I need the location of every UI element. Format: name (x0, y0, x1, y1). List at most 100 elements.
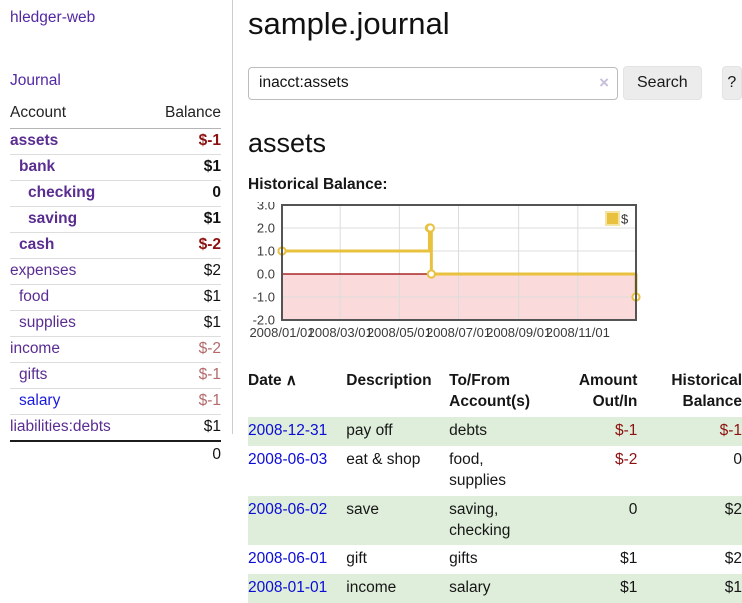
legend-label: $ (621, 212, 629, 227)
x-tick-label: 2008/09/01 (486, 325, 551, 340)
transaction-amount: $1 (620, 550, 638, 568)
transaction-balance: 0 (733, 450, 742, 468)
account-row: supplies $1 (10, 311, 221, 337)
historical-balance-chart: 3.0 2.0 1.0 0.0 -1.0 -2.0 2008/01/01 2008/03/01… (248, 198, 742, 347)
y-tick-label: -2.0 (253, 313, 275, 328)
account-row: expenses $2 (10, 259, 221, 285)
transaction-balance: $2 (724, 500, 742, 518)
x-tick-label: 2008/01/01 (249, 325, 314, 340)
search-button[interactable]: Search (623, 66, 702, 100)
col-header-balance: Historical Balance (671, 372, 742, 410)
sort-asc-icon: ∧ (285, 372, 297, 389)
transaction-balance: $1 (724, 579, 742, 597)
transaction-description: eat & shop (346, 450, 421, 468)
y-tick-label: 3.0 (257, 202, 275, 213)
y-tick-label: 1.0 (257, 244, 275, 259)
plot-border (281, 204, 637, 321)
account-heading: assets (248, 128, 327, 158)
main-content: sample.journal × Search ? assets Histori… (234, 0, 742, 603)
account-link[interactable]: assets (10, 132, 59, 149)
transaction-amount: 0 (628, 500, 638, 518)
y-tick-label: -1.0 (253, 290, 275, 305)
account-link[interactable]: bank (19, 158, 56, 175)
y-tick-label: 2.0 (257, 221, 275, 236)
transaction-accounts: food, supplies (449, 450, 507, 489)
account-tree: assets $-1 bank $1 checking 0 saving $1 cash $-2 e… (10, 129, 221, 441)
transaction-balance: $2 (724, 550, 742, 568)
clear-search-icon[interactable]: × (599, 72, 609, 92)
account-row: cash $-2 (10, 233, 221, 259)
account-balance: $1 (203, 288, 221, 305)
transaction-description: income (346, 579, 397, 597)
transaction-accounts: saving, checking (449, 500, 511, 539)
transaction-date-link[interactable]: 2008-06-02 (248, 500, 328, 518)
account-link[interactable]: salary (19, 392, 61, 409)
account-balance: $1 (203, 418, 221, 435)
account-row: gifts $-1 (10, 363, 221, 389)
register-row: 2008-06-02 save saving, checking 0 $2 (248, 495, 742, 546)
account-row: bank $1 (10, 155, 221, 181)
account-balance: 0 (212, 184, 221, 201)
transaction-balance: $-1 (719, 421, 742, 439)
col-header-description: Description (346, 372, 432, 389)
accounts-table-header: Account Balance (10, 102, 221, 129)
account-row: food $1 (10, 285, 221, 311)
transaction-date-link[interactable]: 2008-12-31 (248, 421, 328, 439)
transaction-accounts: debts (449, 421, 488, 439)
account-link[interactable]: saving (28, 210, 78, 227)
transaction-date-link[interactable]: 2008-06-01 (248, 550, 328, 568)
legend-swatch (605, 211, 620, 226)
accounts-table: Account Balance assets $-1 bank $1 checking 0… (10, 102, 221, 468)
col-header-amount: Amount Out/In (578, 372, 638, 410)
account-link[interactable]: income (10, 340, 60, 357)
account-row: liabilities:debts $1 (10, 415, 221, 441)
transaction-description: save (346, 500, 380, 518)
data-point-marker (426, 269, 436, 279)
transaction-accounts: gifts (449, 550, 478, 568)
account-balance: $-1 (198, 392, 221, 409)
app-title-link[interactable]: hledger-web (10, 9, 96, 26)
col-header-date[interactable]: Date ∧ (248, 367, 346, 417)
date-header-label: Date (248, 372, 282, 389)
account-row: checking 0 (10, 181, 221, 207)
transaction-description: gift (346, 550, 367, 568)
accounts-header-balance: Balance (164, 104, 221, 121)
account-balance: $-1 (198, 132, 221, 149)
register-table: Date ∧ Description To/From Account(s) Amo… (248, 367, 742, 603)
help-button[interactable]: ? (721, 66, 742, 100)
balance-chart-svg: 3.0 2.0 1.0 0.0 -1.0 -2.02008/01/012008/03/01… (249, 198, 641, 340)
search-row: × Search ? (248, 66, 742, 100)
sidebar-item-journal[interactable]: Journal (10, 72, 61, 89)
register-row: 2008-12-31 pay off debts $-1 $-1 (248, 416, 742, 446)
account-row: saving $1 (10, 207, 221, 233)
account-balance: $2 (203, 262, 221, 279)
transaction-amount: $-1 (614, 421, 638, 439)
sidebar: hledger-web Journal Account Balance asse… (0, 0, 233, 463)
account-link[interactable]: food (19, 288, 50, 305)
register-row: 2008-06-03 eat & shop food, supplies $-2 0 (248, 446, 742, 496)
account-link[interactable]: gifts (19, 366, 48, 383)
account-row: assets $-1 (10, 129, 221, 155)
transaction-date-link[interactable]: 2008-06-03 (248, 450, 328, 468)
transaction-description: pay off (346, 421, 393, 439)
account-link[interactable]: expenses (10, 262, 77, 279)
x-tick-label: 2008/03/01 (308, 325, 373, 340)
col-header-accounts: To/From Account(s) (449, 372, 531, 410)
account-link[interactable]: cash (19, 236, 55, 253)
accounts-total-row: 0 (10, 440, 221, 468)
chart-title: Historical Balance: (248, 176, 388, 193)
data-point-marker (425, 223, 435, 233)
account-balance: $-2 (198, 340, 221, 357)
search-input[interactable] (248, 66, 618, 100)
register-header-row: Date ∧ Description To/From Account(s) Amo… (248, 367, 742, 417)
register-row: 2008-06-01 gift gifts $1 $2 (248, 545, 742, 574)
accounts-total-value: 0 (212, 446, 221, 463)
transaction-amount: $1 (620, 579, 638, 597)
x-tick-label: 2008/07/01 (426, 325, 491, 340)
account-link[interactable]: checking (28, 184, 96, 201)
transaction-accounts: salary (449, 579, 491, 597)
account-link[interactable]: liabilities:debts (10, 418, 111, 435)
account-row: income $-2 (10, 337, 221, 363)
account-link[interactable]: supplies (19, 314, 76, 331)
register-tbody: 2008-12-31 pay off debts $-1 $-1 2008-06-03 ea… (248, 416, 742, 603)
